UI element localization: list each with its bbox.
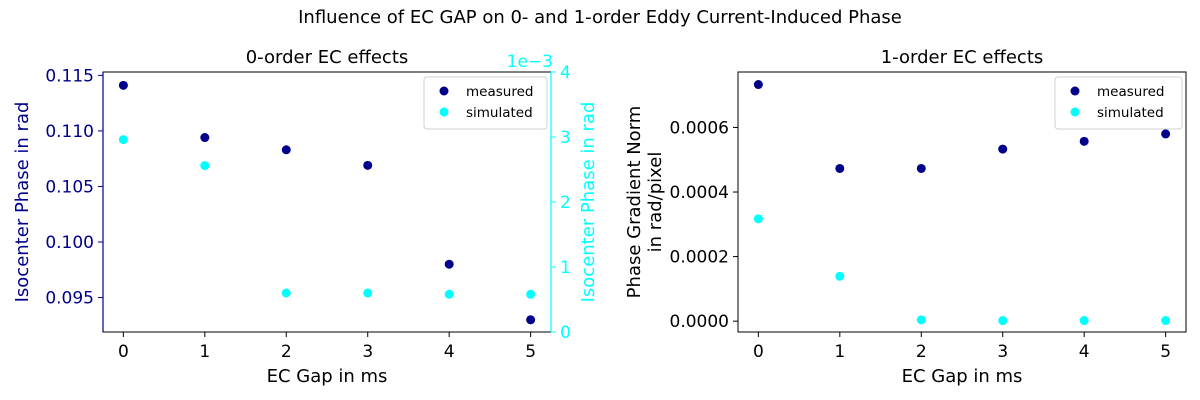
x-axis-label: EC Gap in ms [267, 366, 388, 387]
y-tick-label: 0.095 [45, 289, 94, 309]
data-point-simulated [200, 161, 210, 171]
data-point-simulated [1161, 316, 1171, 326]
y-axis-label-line: Isocenter Phase in rad [12, 102, 33, 303]
legend-marker-measured [1070, 86, 1080, 96]
x-tick-label: 0 [753, 342, 764, 362]
y-axis-label-line: Phase Gradient Norm [624, 106, 645, 299]
legend-marker-simulated [1070, 107, 1080, 117]
x-tick-label: 4 [444, 342, 455, 362]
y-tick-label: 0.0004 [670, 183, 729, 203]
y-right-tick-label: 1 [560, 258, 571, 278]
y-axis-label: Isocenter Phase in rad [12, 102, 33, 303]
data-point-measured [444, 259, 454, 269]
y-tick-label: 0.115 [45, 66, 94, 86]
data-point-measured [526, 315, 536, 325]
data-point-measured [753, 80, 763, 90]
chart-0-order: 0-order EC effects 0 1 2 3 4 5 EC Gap in ms 0.09… [12, 47, 599, 387]
y-tick-label: 0.0006 [670, 118, 729, 138]
data-point-simulated [998, 316, 1008, 326]
x-tick-label: 5 [1160, 342, 1171, 362]
x-tick-label: 5 [525, 342, 536, 362]
y-tick-label: 0.105 [45, 177, 94, 197]
x-tick-label: 0 [118, 342, 129, 362]
chart-title: 1-order EC effects [881, 47, 1044, 68]
legend-label-measured: measured [1097, 84, 1164, 100]
y-right-offset-label: 1e−3 [507, 52, 553, 72]
chart-title: 0-order EC effects [246, 47, 409, 68]
x-tick-label: 4 [1079, 342, 1090, 362]
y-tick-label: 0.110 [45, 122, 94, 142]
data-point-measured [200, 133, 210, 143]
y-right-tick-label: 3 [560, 128, 571, 148]
x-tick-label: 1 [199, 342, 210, 362]
chart-1-order: 1-order EC effects 0 1 2 3 4 5 EC Gap in ms 0.00… [624, 47, 1187, 387]
plot-frame [737, 71, 1187, 333]
legend-box [423, 76, 548, 130]
y-tick-label: 0.0002 [670, 248, 729, 268]
legend-label-measured: measured [466, 84, 533, 100]
data-point-simulated [363, 288, 373, 298]
x-tick-label: 2 [281, 342, 292, 362]
data-point-measured [1079, 136, 1089, 146]
y-right-tick-label: 4 [560, 63, 571, 83]
data-point-measured [916, 163, 926, 173]
data-point-measured [118, 80, 128, 90]
data-point-simulated [118, 135, 128, 145]
x-axis-label: EC Gap in ms [902, 366, 1023, 387]
data-point-simulated [753, 214, 763, 224]
legend-marker-measured [439, 86, 449, 96]
data-point-simulated [1079, 316, 1089, 326]
y-right-axis-label: Isocenter Phase in rad [578, 102, 599, 303]
legend-label-simulated: simulated [466, 105, 533, 121]
x-tick-label: 3 [997, 342, 1008, 362]
data-point-measured [835, 163, 845, 173]
legend-label-simulated: simulated [1097, 105, 1164, 121]
x-tick-label: 1 [834, 342, 845, 362]
data-point-simulated [281, 288, 291, 298]
data-point-simulated [526, 289, 536, 299]
legend-box [1054, 76, 1183, 130]
y-axis-label: Phase Gradient Normin rad/pixel [624, 106, 666, 299]
legend-marker-simulated [439, 107, 449, 117]
y-axis-label-line: in rad/pixel [645, 152, 666, 253]
data-point-simulated [916, 315, 926, 325]
x-tick-label: 2 [916, 342, 927, 362]
y-right-tick-label: 2 [560, 193, 571, 213]
x-tick-label: 3 [362, 342, 373, 362]
data-point-simulated [444, 289, 454, 299]
y-tick-label: 0.100 [45, 233, 94, 253]
data-point-measured [281, 145, 291, 155]
data-point-measured [1161, 129, 1171, 139]
data-point-simulated [835, 271, 845, 281]
figure-title: Influence of EC GAP on 0- and 1-order Ed… [298, 7, 902, 28]
data-point-measured [363, 160, 373, 170]
y-right-tick-label: 0 [560, 323, 571, 343]
y-tick-label: 0.0000 [670, 312, 729, 332]
data-point-measured [998, 144, 1008, 154]
